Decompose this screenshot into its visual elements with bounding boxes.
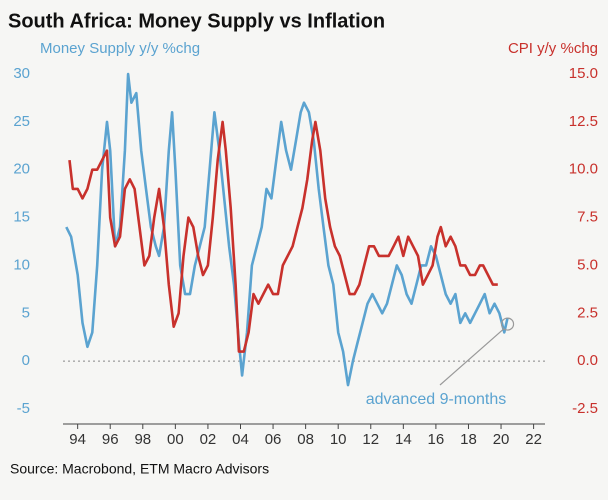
y-tick-label: 10 <box>13 256 30 273</box>
x-tick-label: 14 <box>395 431 412 448</box>
y2-tick-label: 7.5 <box>577 209 598 226</box>
x-tick-label: 94 <box>69 431 86 448</box>
x-tick-label: 04 <box>232 431 249 448</box>
y2-tick-label: 2.5 <box>577 304 598 321</box>
y-tick-label: 25 <box>13 113 30 130</box>
x-tick-label: 20 <box>493 431 510 448</box>
x-tick-label: 22 <box>525 431 542 448</box>
series-line <box>65 72 509 387</box>
y-tick-label: 20 <box>13 161 30 178</box>
x-tick-label: 08 <box>297 431 314 448</box>
x-tick-label: 16 <box>428 431 445 448</box>
y2-tick-label: 10.0 <box>569 161 598 178</box>
series-line <box>68 120 498 353</box>
annotation: advanced 9-months <box>366 391 507 408</box>
y-tick-label: 5 <box>22 304 30 321</box>
x-tick-label: 18 <box>460 431 477 448</box>
y2-tick-label: -2.5 <box>572 400 598 417</box>
x-tick-label: 02 <box>200 431 217 448</box>
y-tick-label: 30 <box>13 65 30 82</box>
x-tick-label: 06 <box>265 431 282 448</box>
y2-tick-label: 12.5 <box>569 113 598 130</box>
y2-tick-label: 15.0 <box>569 65 598 82</box>
x-tick-label: 96 <box>102 431 119 448</box>
y-tick-label: 15 <box>13 209 30 226</box>
y2-axis-label: CPI y/y %chg <box>508 40 598 57</box>
y-tick-label: -5 <box>17 400 30 417</box>
y2-tick-label: 0.0 <box>577 352 598 369</box>
x-tick-label: 10 <box>330 431 347 448</box>
annotation-circle <box>500 317 515 331</box>
y2-tick-label: 5.0 <box>577 256 598 273</box>
x-tick-label: 98 <box>134 431 151 448</box>
y-axis-label: Money Supply y/y %chg <box>40 40 200 57</box>
chart-title: South Africa: Money Supply vs Inflation <box>8 10 385 32</box>
source: Source: Macrobond, ETM Macro Advisors <box>10 461 269 477</box>
x-tick-label: 00 <box>167 431 184 448</box>
y-tick-label: 0 <box>22 352 30 369</box>
x-tick-label: 12 <box>362 431 379 448</box>
annotation-line <box>439 328 504 386</box>
